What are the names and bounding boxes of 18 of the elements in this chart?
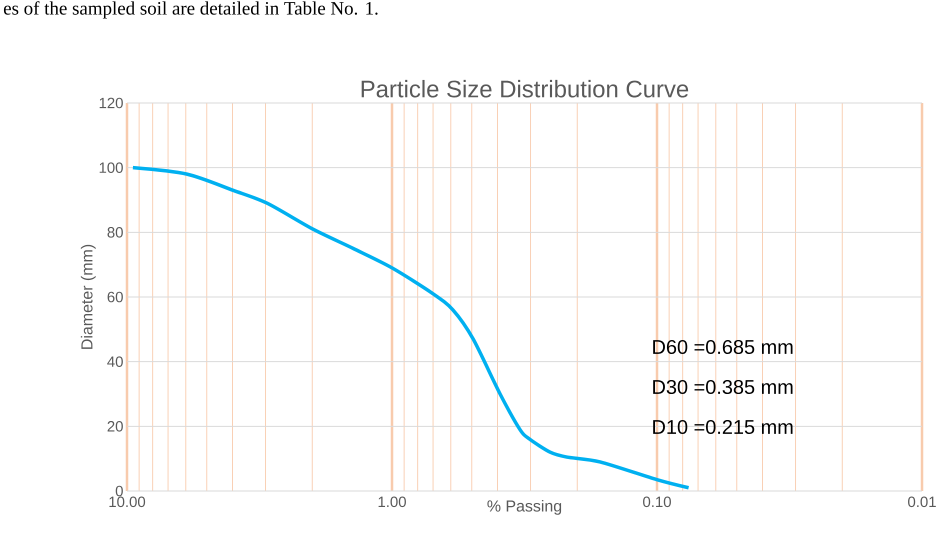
annotation: D30 =0.385 mm [653, 380, 792, 394]
y-tick-label: 0 [116, 486, 123, 496]
annotation: D60 =0.685 mm [653, 340, 792, 354]
y-tick-label: 40 [107, 356, 123, 367]
y-tick-label: 120 [100, 98, 123, 108]
x-tick-label: 10.00 [109, 496, 146, 508]
chart-title: Particle Size Distribution Curve [362, 80, 688, 98]
x-tick-label: 0.01 [908, 496, 936, 508]
x-axis-title: % Passing [487, 500, 562, 515]
x-tick-label: 0.10 [643, 496, 671, 508]
x-tick-label: 1.00 [378, 496, 406, 508]
y-tick-label: 20 [108, 421, 123, 432]
annotation: D10 =0.215 mm [653, 420, 792, 434]
text: es of the sampled soil are detailed in Table No. 1. [4, 1, 378, 19]
y-tick-label: 80 [108, 227, 123, 238]
y-axis-title: Diameter (mm) [80, 244, 96, 349]
y-tick-label: 60 [108, 292, 123, 302]
y-tick-label: 100 [100, 162, 123, 173]
